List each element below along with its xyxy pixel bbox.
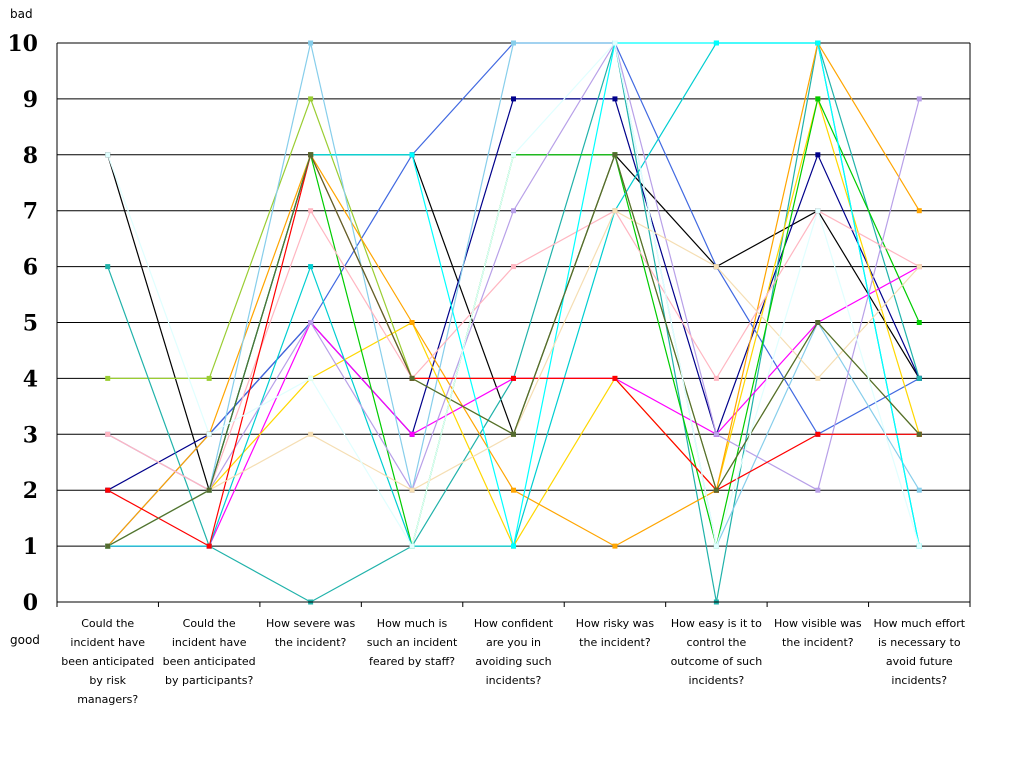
series-line-17	[107, 152, 920, 547]
y-tick-label-10: 10	[7, 31, 38, 57]
series-line-6	[107, 266, 920, 547]
data-point-s16-9	[916, 264, 922, 270]
data-point-s15-2	[206, 543, 212, 549]
data-point-s17-5	[511, 431, 516, 437]
data-point-s6-4	[409, 431, 415, 437]
data-point-s11-9	[916, 487, 922, 493]
y-tick-label-8: 8	[23, 143, 38, 169]
y-tick-label-7: 7	[23, 199, 38, 225]
data-point-s13-1	[105, 431, 111, 437]
data-point-s9-8	[815, 96, 821, 102]
series-line-13	[107, 209, 920, 492]
data-point-s18-5	[511, 152, 516, 158]
series-markers	[105, 40, 922, 605]
x-tick-label-5: How confident are you in avoiding such inci…	[474, 617, 554, 687]
data-point-s17-4	[409, 375, 415, 381]
data-point-s3-8	[815, 152, 821, 158]
x-tick-label-4: How much is such an incident feared by sta…	[367, 617, 458, 668]
data-point-s18-8	[815, 208, 821, 214]
data-point-s10-3	[308, 264, 314, 270]
y-tick-label-3: 3	[23, 422, 38, 448]
axes	[56, 43, 971, 607]
data-point-s13-5	[511, 264, 516, 270]
data-point-s8-5	[511, 487, 516, 493]
data-point-s14-7	[713, 40, 719, 46]
x-tick-label-2: Could the incident have been anticipated by…	[163, 617, 256, 687]
x-tick-label-8: How visible was the incident?	[774, 617, 862, 649]
data-point-s18-3	[308, 375, 314, 381]
data-point-s15-5	[511, 375, 516, 381]
data-point-s8-9	[916, 208, 922, 214]
y-axis-label-good: good	[10, 633, 40, 647]
x-tick-label-7: How easy is it to control the outcome of s…	[671, 617, 763, 687]
data-point-s17-7	[713, 487, 719, 493]
series-line-14	[107, 42, 920, 547]
data-point-s14-8	[815, 40, 821, 46]
data-point-s17-9	[916, 431, 922, 437]
data-point-s15-6	[612, 375, 618, 381]
y-tick-label-9: 9	[23, 87, 38, 113]
x-tick-label-6: How risky was the incident?	[576, 617, 655, 649]
data-point-s12-8	[815, 487, 821, 493]
data-point-s16-4	[409, 487, 415, 493]
data-point-s15-8	[815, 431, 821, 437]
x-tick-label-1: Could the incident have been anticipated by…	[61, 617, 154, 706]
data-point-s5-1	[105, 264, 111, 270]
data-point-s12-5	[511, 208, 516, 214]
series-line-18	[107, 41, 920, 548]
data-point-s12-7	[713, 431, 719, 437]
data-point-s11-5	[511, 40, 516, 46]
data-point-s17-1	[105, 543, 111, 549]
y-tick-label-1: 1	[23, 534, 38, 560]
data-point-s16-3	[308, 431, 314, 437]
data-point-s2-3	[308, 96, 314, 102]
y-tick-label-4: 4	[23, 366, 38, 392]
y-tick-labels: 0 1 2 3 4 5 6 7 8 9 10	[7, 31, 38, 616]
y-tick-label-2: 2	[23, 478, 38, 504]
data-point-s9-9	[916, 320, 922, 325]
y-tick-label-0: 0	[23, 590, 38, 616]
data-point-s18-1	[105, 152, 111, 158]
data-point-s14-4	[409, 152, 415, 158]
data-point-s13-3	[308, 208, 314, 214]
data-point-s3-5	[511, 96, 516, 102]
series-line-15	[107, 153, 920, 547]
data-point-s8-4	[409, 320, 415, 325]
data-point-s17-6	[612, 152, 618, 158]
data-point-s17-8	[815, 320, 821, 325]
data-point-s2-2	[206, 375, 212, 381]
data-point-s16-6	[612, 208, 618, 214]
data-point-s12-9	[916, 96, 922, 102]
series-line-11	[107, 42, 920, 549]
data-point-s16-8	[815, 375, 821, 381]
data-point-s18-6	[612, 40, 618, 46]
data-point-s12-3	[308, 320, 314, 325]
x-tick-labels: Could the incident have been anticipated by…	[61, 617, 966, 706]
data-point-s18-2	[206, 431, 212, 437]
data-point-s5-9	[916, 375, 922, 381]
data-point-s8-6	[612, 543, 618, 549]
x-tick-label-9: How much effort is necessary to avoid futu…	[873, 617, 965, 687]
data-point-s18-4	[409, 543, 415, 549]
series-line-4	[107, 42, 920, 547]
data-point-s3-6	[612, 96, 618, 102]
x-tick-label-3: How severe was the incident?	[266, 617, 356, 649]
data-point-s17-2	[206, 487, 212, 493]
data-point-s16-7	[713, 264, 719, 270]
y-axis-label-bad: bad	[10, 7, 33, 21]
data-point-s13-7	[713, 375, 719, 381]
data-point-s14-5	[511, 543, 516, 549]
series-line-8	[107, 41, 920, 547]
data-point-s15-1	[105, 487, 111, 493]
data-point-s18-7	[713, 543, 719, 549]
series-line-10	[107, 42, 920, 547]
y-tick-label-6: 6	[23, 255, 38, 281]
data-point-s17-3	[308, 152, 314, 158]
y-tick-label-5: 5	[23, 311, 38, 337]
data-point-s2-1	[105, 375, 111, 381]
data-point-s11-3	[308, 40, 314, 46]
data-point-s18-9	[916, 543, 922, 549]
